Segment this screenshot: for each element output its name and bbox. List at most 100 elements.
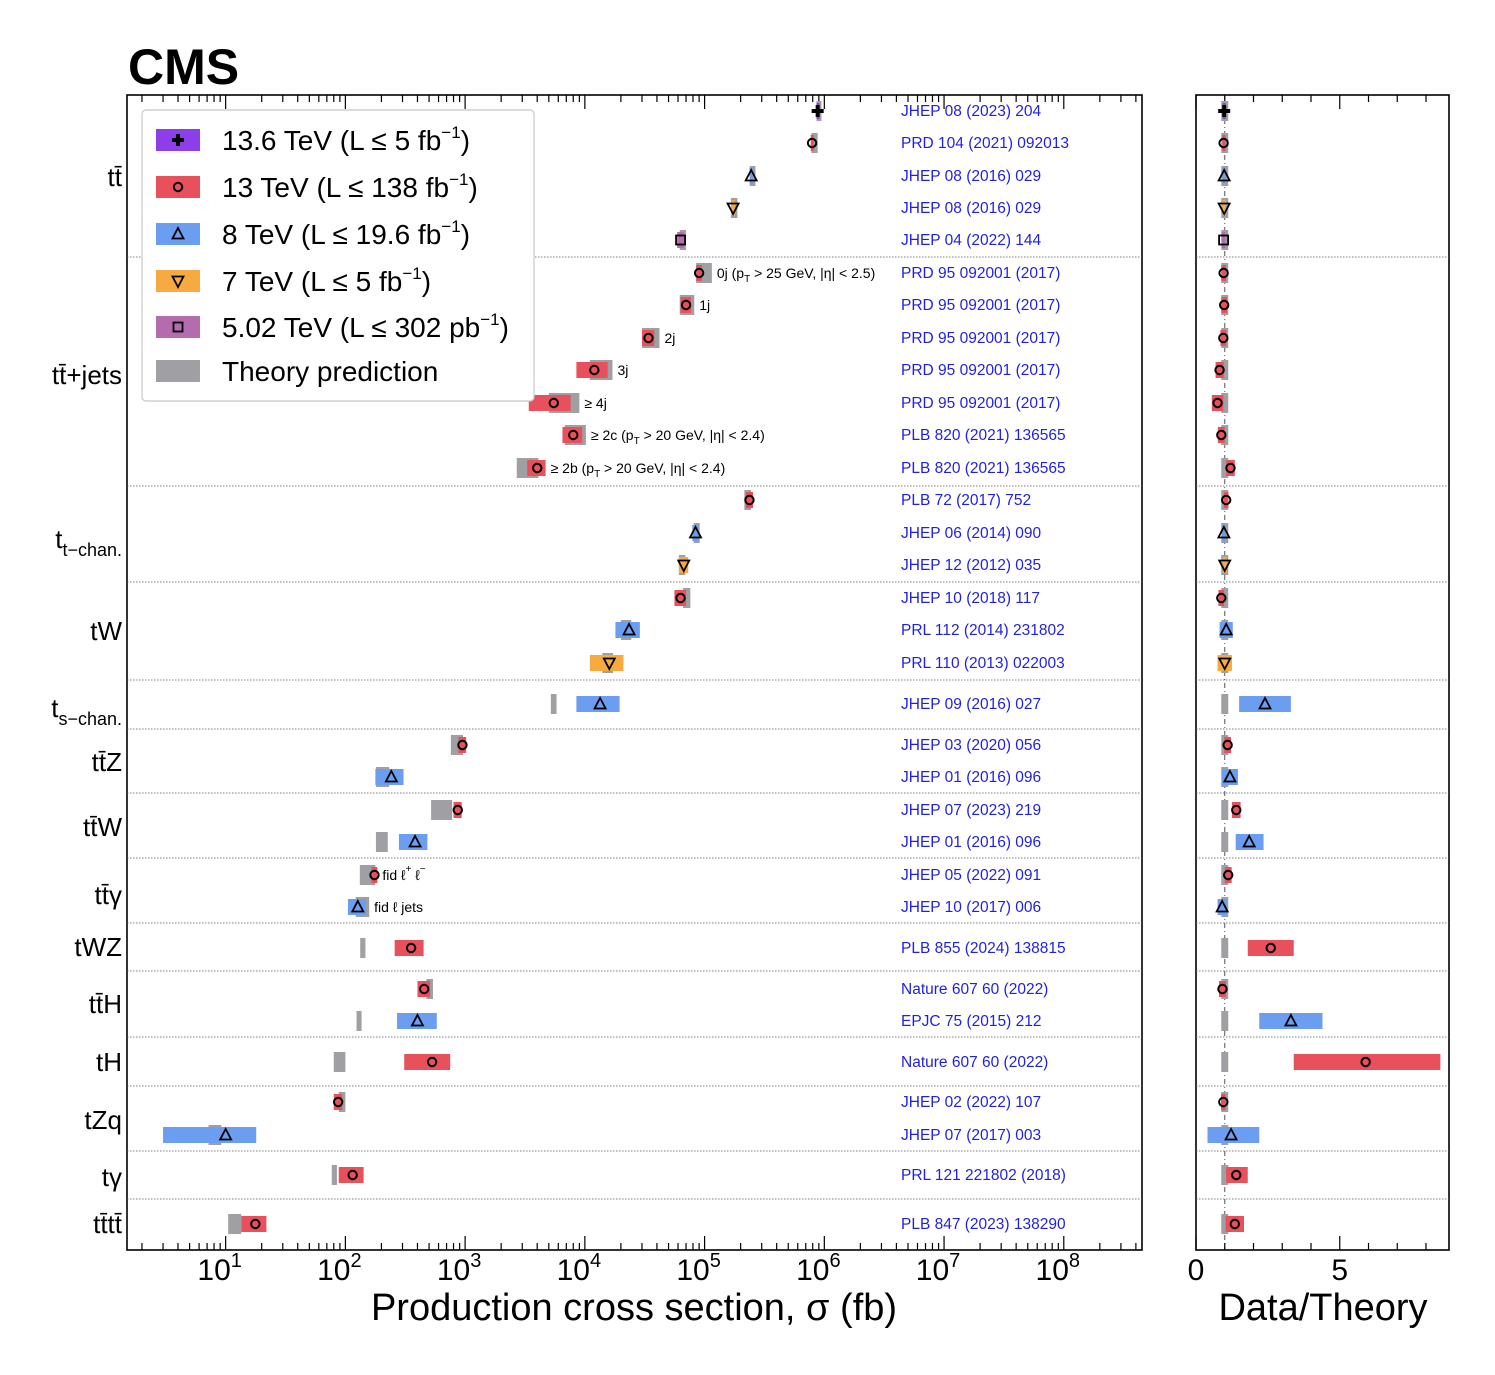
reference-label: PRD 95 092001 (2017)	[901, 330, 1060, 347]
ratio-theory-band	[1221, 1052, 1229, 1072]
ratio-marker	[1217, 559, 1232, 573]
ratio-theory-band	[1221, 800, 1229, 820]
measurement-band	[731, 200, 735, 216]
ratio-band	[1222, 168, 1226, 184]
reference-label: EPJC 75 (2015) 212	[901, 1013, 1041, 1030]
ratio-marker	[1217, 168, 1232, 182]
theory-band	[375, 832, 388, 852]
measurement-marker	[680, 299, 692, 311]
legend-marker	[171, 226, 185, 240]
x-axis-label: Production cross section, σ (fb)	[371, 1287, 897, 1329]
ratio-marker	[1217, 657, 1232, 671]
measurement-annotation: ≥ 4j	[584, 395, 606, 411]
measurement-marker	[744, 168, 759, 182]
measurement-band	[810, 135, 814, 151]
group-label: tWZ	[74, 932, 122, 962]
x-tick-label: 101	[197, 1250, 242, 1287]
legend-label: Theory prediction	[222, 356, 438, 387]
measurement-band	[527, 460, 546, 476]
measurement-marker	[593, 696, 608, 710]
ratio-band	[1221, 297, 1228, 313]
cms-title: CMS	[128, 39, 239, 95]
legend-marker	[171, 275, 185, 289]
reference-label: JHEP 02 (2022) 107	[901, 1094, 1041, 1111]
measurement-band	[163, 1127, 257, 1143]
reference-label: JHEP 12 (2012) 035	[901, 557, 1041, 574]
ratio-band	[1293, 1054, 1441, 1070]
measurement-annotation: ≥ 2b (pT > 20 GeV, |η| < 2.4)	[551, 460, 726, 480]
ratio-band	[1217, 427, 1225, 443]
ratio-band	[1225, 1216, 1245, 1232]
ratio-frame	[1195, 94, 1450, 1251]
ratio-marker	[1360, 1056, 1371, 1068]
ratio-band	[1211, 395, 1224, 411]
reference-label: JHEP 01 (2016) 096	[901, 834, 1041, 851]
measurement-marker	[532, 462, 543, 474]
ratio-marker	[1214, 364, 1225, 376]
ratio-marker	[1216, 429, 1227, 441]
measurement-marker	[643, 332, 654, 344]
ratio-theory-band	[1221, 1165, 1229, 1185]
group-label: tt̄+jets	[52, 360, 122, 390]
measurement-marker	[384, 769, 399, 783]
measurement-marker	[726, 202, 741, 216]
ratio-band	[1222, 200, 1226, 216]
group-label: tγ	[102, 1162, 122, 1192]
ratio-marker	[1231, 804, 1242, 816]
measurement-marker	[350, 899, 365, 913]
reference-label: JHEP 08 (2023) 204	[901, 103, 1042, 120]
ratio-band	[1220, 330, 1227, 346]
measurement-band	[398, 834, 428, 850]
legend-swatch	[156, 223, 200, 245]
measurement-band	[692, 525, 699, 541]
ratio-marker	[1215, 899, 1230, 913]
x-tick-label: 103	[437, 1250, 482, 1287]
ratio-marker	[1218, 1096, 1229, 1108]
measurement-marker	[602, 657, 617, 671]
measurement-band	[562, 427, 583, 443]
ratio-theory-band	[1221, 938, 1229, 958]
measurement-annotation: ≥ 2c (pT > 20 GeV, |η| < 2.4)	[591, 427, 765, 447]
reference-label: PRD 95 092001 (2017)	[901, 265, 1060, 282]
ratio-band	[1221, 265, 1226, 281]
measurement-band	[375, 769, 404, 785]
legend-swatch	[156, 270, 200, 292]
measurement-band	[677, 232, 684, 248]
ratio-band	[1259, 1013, 1323, 1029]
ratio-theory-band	[1221, 1011, 1229, 1031]
measurement-band	[674, 590, 687, 606]
reference-label: JHEP 01 (2016) 096	[901, 769, 1041, 786]
measurement-band	[394, 940, 424, 956]
theory-band	[331, 1165, 337, 1185]
measurement-marker	[688, 525, 703, 539]
ratio-theory-band	[1221, 694, 1229, 714]
measurement-marker	[568, 429, 579, 441]
ratio-marker	[1217, 202, 1232, 216]
ratio-marker	[1218, 299, 1230, 311]
legend-swatch	[156, 176, 200, 198]
x-tick-label: 104	[557, 1250, 602, 1287]
ratio-band	[1217, 899, 1227, 915]
ratio-band	[1224, 737, 1232, 753]
ratio-marker	[1283, 1013, 1298, 1027]
theory-band	[228, 1214, 242, 1234]
reference-label: PRD 95 092001 (2017)	[901, 362, 1060, 379]
reference-label: JHEP 10 (2018) 117	[901, 590, 1040, 607]
group-label: tt̄Z	[92, 747, 122, 777]
measurement-marker	[589, 364, 600, 376]
ratio-tick-label: 5	[1331, 1254, 1348, 1287]
ratio-axis-label: Data/Theory	[1218, 1287, 1427, 1329]
measurement-band	[241, 1216, 267, 1232]
measurement-marker	[347, 1169, 358, 1181]
legend-label: 8 TeV (L ≤ 19.6 fb−1)	[222, 217, 470, 250]
group-label: tt̄H	[89, 989, 122, 1019]
legend-label: 7 TeV (L ≤ 5 fb−1)	[222, 264, 431, 297]
ratio-marker	[1229, 1218, 1241, 1230]
x-tick-label: 108	[1036, 1250, 1081, 1287]
measurement-marker	[250, 1218, 261, 1230]
ratio-theory-band	[1221, 832, 1229, 852]
legend-box	[141, 109, 535, 402]
measurement-annotation: fid ℓ jets	[374, 899, 423, 915]
ratio-band	[1221, 1094, 1226, 1110]
ratio-band	[1221, 232, 1226, 248]
